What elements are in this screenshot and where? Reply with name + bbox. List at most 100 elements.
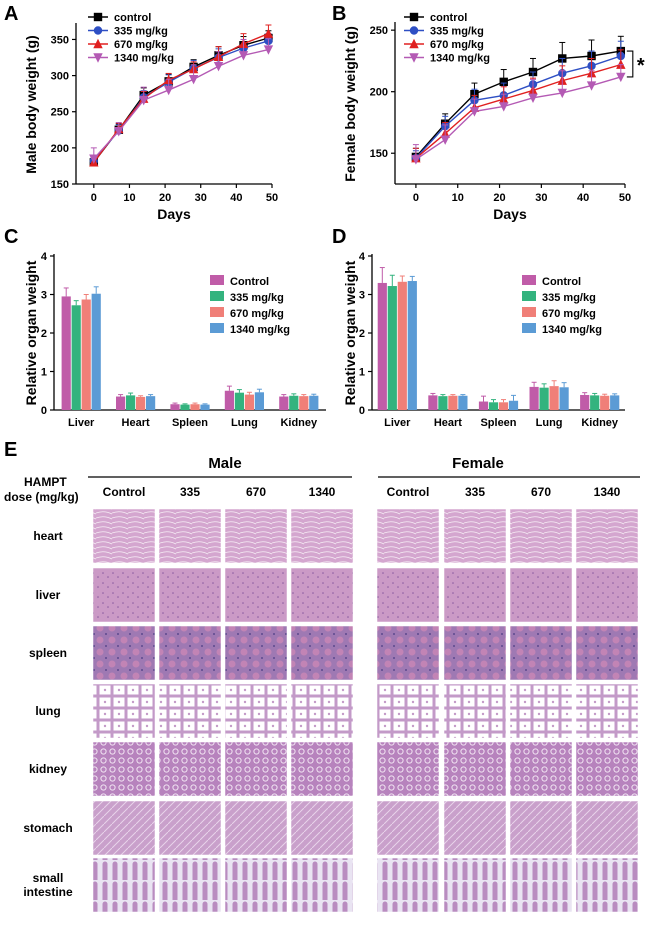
x-tick-label: 50	[266, 192, 278, 204]
legend-label: 1340 mg/kg	[430, 53, 490, 65]
micrograph-stomach	[92, 800, 156, 856]
bar	[590, 395, 600, 410]
x-tick-label: 0	[91, 192, 97, 204]
micrograph-liver	[92, 567, 156, 623]
micrograph-kidney	[224, 741, 288, 797]
legend-marker	[409, 53, 419, 63]
panel-letter: D	[332, 226, 346, 248]
panel-letter: B	[332, 3, 346, 25]
micrograph-intestine	[158, 857, 222, 913]
y-tick-label: 150	[51, 179, 69, 191]
micrograph-stomach	[290, 800, 354, 856]
y-axis-title: Relative organ weight	[23, 260, 39, 405]
legend-marker	[409, 38, 419, 49]
data-point	[528, 93, 538, 104]
bar	[478, 401, 489, 410]
legend-marker	[93, 12, 103, 22]
micrograph-heart	[443, 508, 507, 564]
micrograph-liver	[290, 567, 354, 623]
bar	[126, 395, 136, 410]
micrograph-lung	[509, 683, 573, 739]
group-title-male: Male	[208, 455, 241, 472]
category-label: Spleen	[480, 417, 516, 429]
legend-label: 335 mg/kg	[114, 26, 168, 38]
y-axis-title: Relative organ weight	[342, 260, 358, 405]
legend-label: 335 mg/kg	[542, 292, 596, 304]
legend-label: 1340 mg/kg	[114, 53, 174, 65]
bar	[81, 299, 91, 410]
category-label: Kidney	[280, 417, 318, 429]
micrograph-kidney	[158, 741, 222, 797]
micrograph-kidney	[509, 741, 573, 797]
x-tick-label: 50	[619, 192, 631, 204]
legend-label: 670 mg/kg	[542, 308, 596, 320]
bar	[136, 396, 146, 410]
legend-marker	[93, 53, 103, 63]
legend-swatch	[522, 323, 536, 333]
significance-star: *	[637, 55, 645, 77]
x-axis-title: Days	[157, 206, 191, 222]
dose-column-label: Control	[103, 485, 146, 499]
data-point	[263, 45, 274, 55]
bar	[488, 402, 499, 410]
micrograph-intestine	[575, 857, 639, 913]
micrograph-stomach	[376, 800, 440, 856]
y-tick-label: 4	[359, 251, 366, 263]
micrograph-lung	[158, 683, 222, 739]
x-tick-label: 30	[195, 192, 207, 204]
micrograph-intestine	[224, 857, 288, 913]
y-tick-label: 250	[370, 25, 388, 37]
micrograph-kidney	[290, 741, 354, 797]
micrograph-intestine	[92, 857, 156, 913]
legend-swatch	[210, 323, 224, 333]
tissue-label: heart	[33, 529, 62, 543]
bar	[146, 396, 156, 410]
bar	[407, 281, 417, 410]
y-tick-label: 0	[41, 405, 47, 417]
micrograph-stomach	[224, 800, 288, 856]
x-tick-label: 30	[535, 192, 547, 204]
micrograph-stomach	[158, 800, 222, 856]
micrograph-heart	[509, 508, 573, 564]
category-label: Spleen	[172, 417, 208, 429]
data-point	[616, 72, 626, 83]
micrograph-kidney	[575, 741, 639, 797]
legend-label: Control	[542, 276, 581, 288]
category-label: Lung	[231, 417, 258, 429]
row-header-label: dose (mg/kg)	[4, 490, 79, 504]
legend-label: 335 mg/kg	[430, 26, 484, 38]
y-tick-label: 3	[359, 290, 365, 302]
x-tick-label: 10	[452, 192, 464, 204]
panel-letter: A	[4, 3, 18, 25]
micrograph-stomach	[443, 800, 507, 856]
tissue-label: kidney	[29, 762, 67, 776]
bar	[254, 392, 264, 410]
bar	[61, 296, 71, 410]
bar	[438, 396, 448, 410]
y-tick-label: 1	[41, 367, 47, 379]
legend-marker	[409, 12, 419, 22]
micrograph-intestine	[376, 857, 440, 913]
tissue-label: small	[33, 871, 64, 885]
y-tick-label: 0	[359, 405, 365, 417]
y-tick-label: 350	[51, 34, 69, 46]
tissue-label: spleen	[29, 646, 67, 660]
category-label: Liver	[384, 417, 411, 429]
significance-bracket	[626, 50, 634, 78]
data-point	[586, 81, 597, 91]
tissue-label: lung	[35, 704, 60, 718]
legend-swatch	[210, 275, 224, 285]
x-tick-label: 10	[123, 192, 135, 204]
panel-letter: E	[4, 439, 17, 461]
legend-marker	[93, 38, 103, 49]
series-line	[93, 48, 269, 160]
dose-column-label: 1340	[309, 485, 336, 499]
data-point	[557, 88, 567, 99]
bar	[397, 281, 407, 410]
micrograph-heart	[158, 508, 222, 564]
dose-column-label: 670	[246, 485, 266, 499]
bar	[498, 402, 509, 410]
bar	[279, 396, 289, 410]
